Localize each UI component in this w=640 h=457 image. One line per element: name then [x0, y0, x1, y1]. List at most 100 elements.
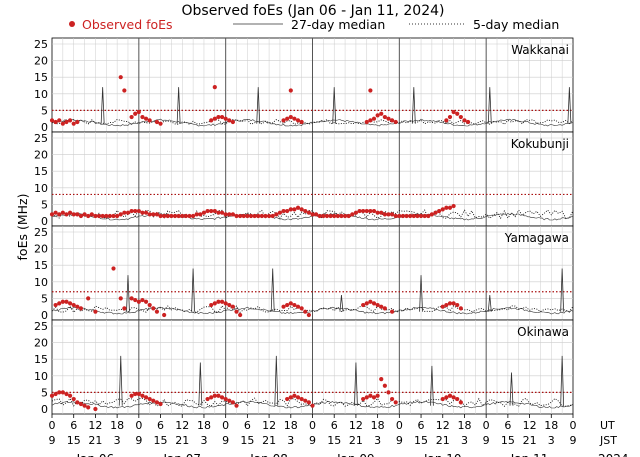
observed-point [82, 403, 87, 408]
observed-point [285, 116, 290, 121]
observed-point [361, 208, 366, 214]
observed-point [306, 210, 311, 215]
observed-point [357, 208, 362, 214]
jst-tick-label: 3 [287, 434, 294, 447]
median-spike [176, 87, 181, 124]
observed-point [209, 302, 214, 308]
observed-point [64, 299, 69, 304]
y-tick-label: 15 [34, 259, 48, 272]
observed-point [223, 212, 228, 217]
observed-point [169, 213, 174, 219]
observed-point [418, 213, 424, 219]
ut-tick-label: 6 [157, 419, 164, 432]
observed-point [281, 118, 286, 123]
observed-point [133, 391, 138, 397]
ut-tick-label: 18 [110, 419, 124, 432]
observed-point [274, 212, 279, 217]
observed-point [375, 210, 380, 215]
observed-point [303, 309, 308, 314]
jst-tick-label: 3 [461, 434, 468, 447]
jst-tick-label: 21 [523, 434, 537, 447]
observed-point [75, 400, 80, 405]
observed-point [216, 210, 221, 215]
observed-point [140, 297, 145, 303]
observed-point [292, 302, 297, 308]
observed-point [133, 111, 138, 116]
median-spike [487, 295, 492, 312]
observed-point [335, 213, 340, 219]
observed-point [78, 401, 84, 407]
station-label: Kokubunji [511, 137, 569, 151]
median-27day-line [51, 118, 574, 127]
observed-point [205, 208, 210, 214]
observed-point [140, 393, 145, 398]
observed-point [205, 396, 210, 402]
ut-tick-label: 6 [244, 419, 251, 432]
station-panels: 0 5 10 15 20 25 Wakkanai 0 5 10 15 20 25 Kokubunji 0 5 1… [34, 37, 574, 416]
jst-tick-label: 9 [222, 434, 229, 447]
observed-point [158, 401, 163, 407]
ut-tick-label: 0 [309, 419, 316, 432]
day-label: Jan 09 [336, 452, 375, 457]
observed-point [444, 302, 449, 308]
observed-point [230, 400, 236, 405]
observed-point [136, 109, 141, 115]
median-spike [332, 87, 337, 124]
observed-point [299, 119, 304, 125]
observed-point [368, 118, 373, 123]
observed-point [194, 212, 199, 217]
observed-point [382, 114, 387, 120]
jst-tick-label: 9 [483, 434, 490, 447]
jst-tick-label: 21 [175, 434, 189, 447]
observed-point [382, 306, 387, 311]
observed-point [266, 213, 272, 219]
jst-tick-label: 15 [154, 434, 168, 447]
observed-point [118, 296, 123, 301]
y-tick-label: 0 [41, 403, 48, 416]
observed-point [375, 113, 380, 118]
observed-point [371, 208, 377, 214]
observed-point [263, 213, 268, 219]
jst-tick-label: 15 [67, 434, 81, 447]
observed-point [238, 213, 243, 219]
ut-tick-label: 18 [284, 419, 298, 432]
observed-point [223, 396, 228, 402]
observed-point [147, 396, 152, 402]
observed-point [440, 304, 445, 309]
y-tick-label: 15 [34, 71, 48, 84]
observed-point [288, 88, 293, 93]
observed-point [259, 213, 264, 219]
observed-point [314, 212, 319, 217]
y-tick-label: 5 [41, 386, 48, 399]
median-27day-line [51, 306, 574, 315]
observed-point [158, 121, 163, 126]
jst-tick-label: 3 [200, 434, 207, 447]
ut-tick-label: 0 [396, 419, 403, 432]
observed-point [191, 213, 196, 219]
day-label: Jan 11 [510, 452, 549, 457]
observed-point [67, 393, 73, 398]
y-tick-label: 0 [41, 309, 48, 322]
observed-point [404, 213, 409, 219]
observed-point [230, 119, 236, 125]
observed-point [154, 309, 160, 314]
legend-observed-label: Observed foEs [82, 17, 173, 32]
median-spike [198, 362, 203, 406]
y-tick-label: 10 [34, 88, 48, 101]
jst-tick-label: 9 [570, 434, 577, 447]
y-tick-label: 20 [34, 149, 48, 162]
observed-point [368, 299, 373, 304]
jst-axis-label: JST [599, 434, 617, 447]
median-spike [339, 295, 344, 312]
observed-point [248, 213, 254, 219]
observed-point [227, 118, 232, 123]
observed-point [288, 301, 293, 306]
observed-point [212, 116, 217, 121]
observed-point [147, 212, 152, 217]
observed-point [60, 299, 65, 304]
observed-point [86, 213, 91, 219]
observed-point [57, 118, 62, 123]
observed-point [455, 302, 460, 308]
observed-point [375, 302, 380, 308]
observed-point [288, 207, 293, 212]
